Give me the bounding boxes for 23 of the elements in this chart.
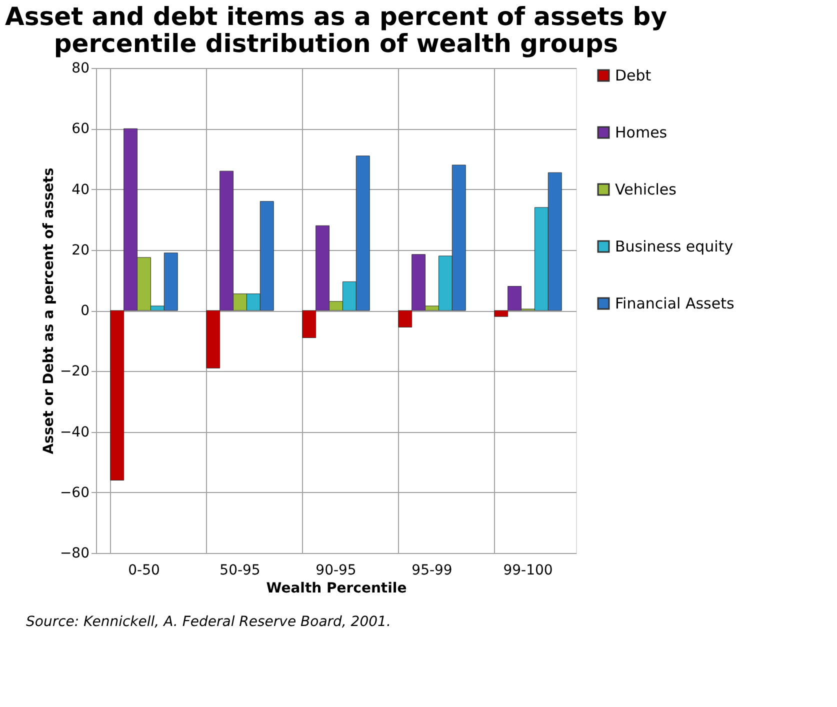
y-tick-label: 80 [72, 60, 90, 76]
x-tick-label: 0-50 [128, 562, 160, 578]
legend-label: Debt [615, 66, 652, 84]
x-tick-label: 90-95 [316, 562, 356, 578]
x-axis-title: Wealth Percentile [266, 580, 407, 596]
source-note: Source: Kennickell, A. Federal Reserve Board, 2001. [26, 614, 391, 630]
x-tick-label: 95-99 [412, 562, 452, 578]
legend-label: Vehicles [615, 180, 677, 198]
y-tick-label: −20 [60, 364, 90, 380]
legend-label: Financial Assets [615, 294, 734, 312]
y-tick-label: −40 [60, 424, 90, 440]
legend-label: Business equity [615, 238, 734, 256]
legend-label: Homes [615, 124, 668, 142]
y-tick-label: −80 [60, 546, 90, 562]
chart-title: Asset and debt items as a percent of assets by percentile distribution of wealth groups [5, 2, 667, 58]
y-tick-label: 0 [80, 303, 90, 319]
y-tick-label: 40 [72, 182, 90, 198]
y-axis-title: Asset or Debt as a percent of assets [40, 168, 57, 454]
y-tick-label: 60 [72, 121, 90, 138]
x-tick-label: 99-100 [503, 562, 553, 578]
y-tick-label: 20 [72, 242, 90, 258]
x-tick-label: 50-95 [220, 562, 260, 578]
y-tick-label: −60 [60, 484, 90, 501]
